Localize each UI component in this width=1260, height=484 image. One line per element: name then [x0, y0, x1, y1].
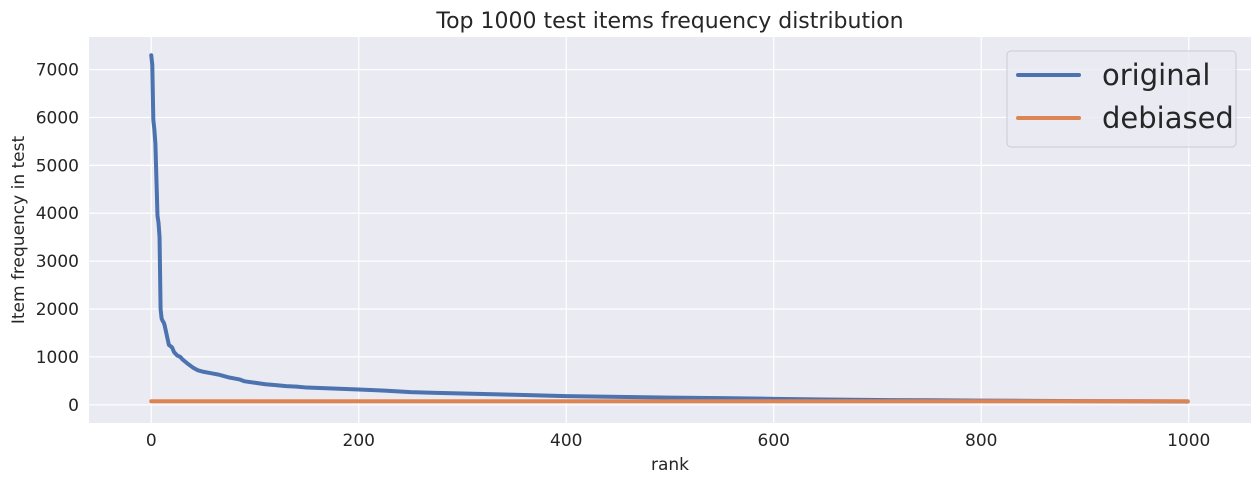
series-line-original: [149, 53, 1190, 404]
y-axis-label: Item frequency in test: [9, 136, 29, 325]
x-tick-label: 600: [758, 431, 790, 451]
x-axis-label: rank: [651, 455, 689, 475]
x-tick-label: 800: [965, 431, 997, 451]
x-tick-label: 0: [146, 431, 157, 451]
y-tick-label: 0: [68, 396, 79, 416]
tick-labels: 0 200 400 600 800 1000 0 1000 2000 3000 4000 5000 60…: [36, 61, 1211, 451]
chart-title: Top 1000 test items frequency distributi…: [435, 9, 903, 34]
y-tick-label: 3000: [36, 252, 79, 272]
x-tick-label: 400: [550, 431, 582, 451]
series-lines: [149, 53, 1190, 404]
legend-label-debiased: debiased: [1102, 101, 1234, 135]
y-tick-label: 5000: [36, 156, 79, 176]
legend: original debiased: [1006, 50, 1237, 148]
x-tick-label: 200: [343, 431, 375, 451]
x-tick-label: 1000: [1167, 431, 1210, 451]
legend-label-original: original: [1102, 58, 1210, 92]
y-tick-label: 7000: [36, 61, 79, 81]
y-tick-label: 6000: [36, 108, 79, 128]
y-tick-label: 1000: [36, 348, 79, 368]
y-tick-label: 2000: [36, 300, 79, 320]
y-tick-label: 4000: [36, 204, 79, 224]
